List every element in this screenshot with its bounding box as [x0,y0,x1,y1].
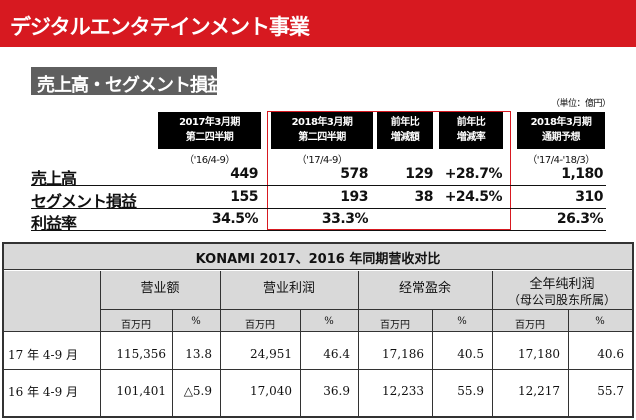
table-cell: 36.9 [323,384,350,398]
table-cell: 12,233 [382,384,424,398]
table-cell: 115,356 [116,347,166,361]
value-cell: 34.5% [211,211,259,227]
sub-header: 百万円 [380,320,410,331]
table-cell: 24,951 [250,347,292,361]
column-header-line2: 第二四半期 [185,132,234,143]
column-header-line2: 第二四半期 [298,132,346,143]
column-header-line1: 前年比 [390,117,420,128]
column-header-line1: 前年比 [456,117,486,128]
column-divider [358,271,359,416]
table-title: KONAMI 2017、2016 年同期营收对比 [4,244,632,270]
period-label: （'16/4-9） [184,155,235,166]
value-cell: 193 [340,189,368,205]
column-header-line1: 2018年3月期 [530,117,592,128]
row-divider [31,185,606,186]
row-divider [31,230,606,231]
group-header: 全年纯利润 [529,277,595,292]
value-cell: 38 [414,189,434,205]
group-subheader: （母公司股东所属） [507,293,616,307]
column-header: 2018年3月期 第二四半期 [271,112,373,149]
sub-header: % [457,316,467,327]
column-divider [568,310,569,416]
row-label: 利益率 [31,214,77,233]
table-cell: 17,186 [382,347,424,361]
row-label: セグメント損益 [31,192,137,211]
header-banner: デジタルエンタテインメント事業 [0,0,636,47]
column-header-line1: 2018年3月期 [291,117,353,128]
sub-header: 百万円 [245,320,275,331]
value-cell: +28.7% [444,166,503,182]
column-header-line2: 増減率 [456,132,486,143]
value-cell: 129 [405,166,433,182]
column-divider [100,271,101,416]
group-header: 经常盈余 [398,281,451,296]
column-divider [300,310,301,416]
sub-header: % [191,316,201,327]
row-label: 17 年 4-9 月 [8,348,79,362]
column-header: 前年比 増減額 [377,112,433,149]
column-divider [220,271,221,416]
period-label: （'17/4-'18/3） [527,155,595,166]
table-cell: △5.9 [183,384,212,398]
column-header-line2: 通期予想 [542,132,581,143]
table-cell: 46.4 [323,347,350,361]
table-cell: 55.7 [597,384,624,398]
table-cell: 17,040 [250,384,292,398]
value-cell: 578 [340,166,368,182]
value-cell: 1,180 [561,166,603,182]
table-cell: 101,401 [116,384,166,398]
value-cell: 310 [575,189,603,205]
row-divider [4,369,632,370]
row-label: 16 年 4-9 月 [8,385,79,399]
sub-header: % [324,316,334,327]
column-header-line2: 増減額 [390,132,420,143]
unit-label: （単位：億円） [551,99,611,109]
table-cell: 40.6 [597,347,624,361]
sub-header: 百万円 [515,320,545,331]
value-cell: 26.3% [556,211,604,227]
value-cell: 33.3% [321,211,369,227]
table-cell: 12,217 [518,384,560,398]
header-divider [4,331,632,332]
group-header: 营业额 [140,281,180,296]
header-divider [100,309,632,310]
sub-header: % [595,316,605,327]
column-divider [172,310,173,416]
sub-header: 百万円 [121,320,151,331]
group-header: 营业利润 [262,281,315,296]
value-cell: 155 [230,189,258,205]
column-header: 2017年3月期 第二四半期 [158,112,261,149]
table-cell: 40.5 [457,347,484,361]
highlight-frame [267,111,511,230]
header-band [4,271,632,331]
period-label: （'17/4-9） [296,155,348,166]
column-divider [432,310,433,416]
column-header-line1: 2017年3月期 [179,117,240,128]
column-divider [492,271,493,416]
row-label: 売上高 [31,169,77,188]
value-cell: 449 [230,166,258,182]
column-header: 前年比 増減率 [439,112,503,149]
konami-comparison-table: KONAMI 2017、2016 年同期营收对比 营业额 营业利润 经常盈余 全… [2,242,634,418]
section-title: 売上高・セグメント損益 [31,67,225,96]
table-cell: 17,180 [518,347,560,361]
column-header: 2018年3月期 通期予想 [517,112,605,149]
row-divider [31,208,606,209]
value-cell: +24.5% [444,189,503,205]
table-cell: 55.9 [457,384,484,398]
banner-title: デジタルエンタテインメント事業 [10,15,310,39]
table-cell: 13.8 [185,347,212,361]
